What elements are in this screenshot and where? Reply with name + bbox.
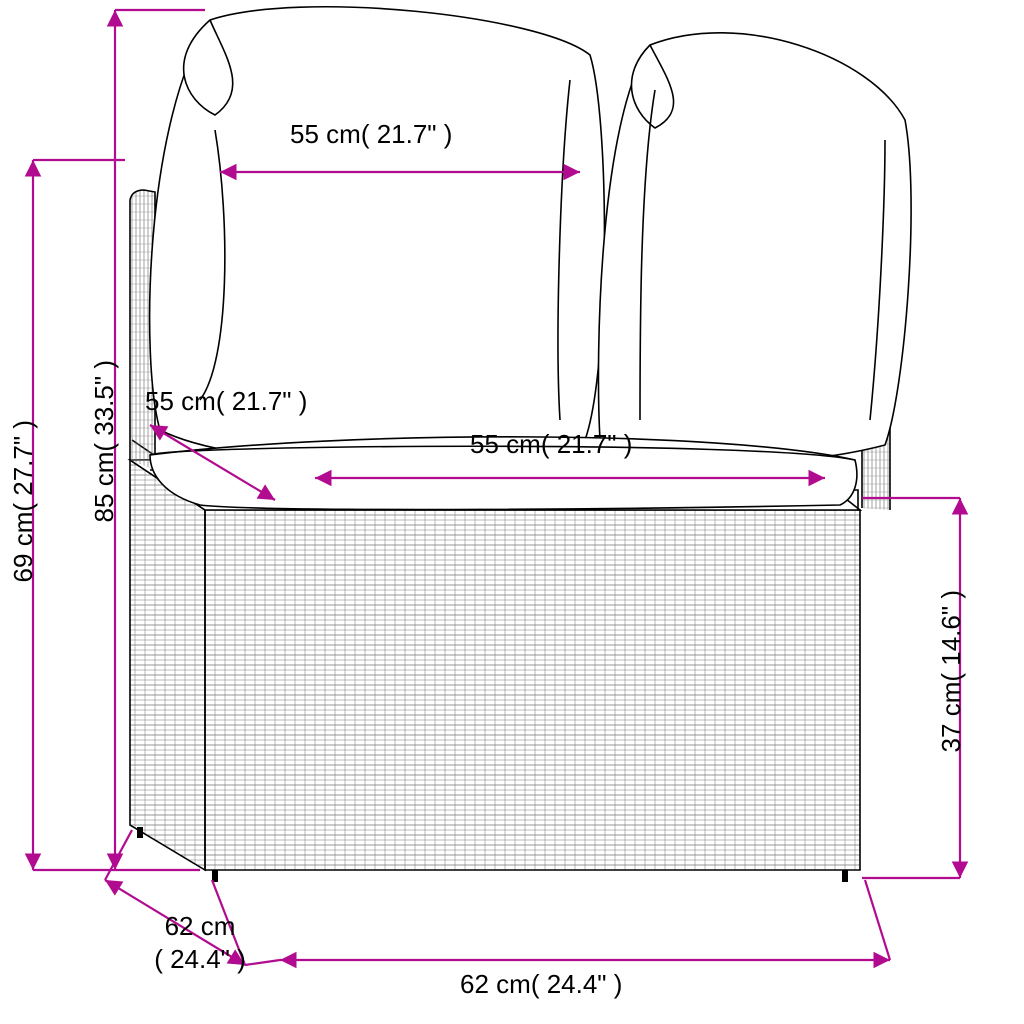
label-seat-depth: 55 cm( 21.7" ) — [145, 385, 307, 418]
label-top-width: 55 cm( 21.7" ) — [290, 118, 452, 151]
label-height-inner: 85 cm( 33.5" ) — [88, 360, 121, 522]
label-base-width: 62 cm( 24.4" ) — [460, 968, 622, 1001]
label-base-depth: 62 cm( 24.4" ) — [90, 910, 310, 975]
label-seat-width: 55 cm( 21.7" ) — [470, 428, 632, 461]
label-height-right: 37 cm( 14.6" ) — [935, 590, 968, 752]
diagram-svg — [0, 0, 1024, 1024]
label-height-outer: 69 cm( 27.7" ) — [7, 420, 40, 582]
diagram-canvas: 55 cm( 21.7" ) 55 cm( 21.7" ) 55 cm( 21.… — [0, 0, 1024, 1024]
